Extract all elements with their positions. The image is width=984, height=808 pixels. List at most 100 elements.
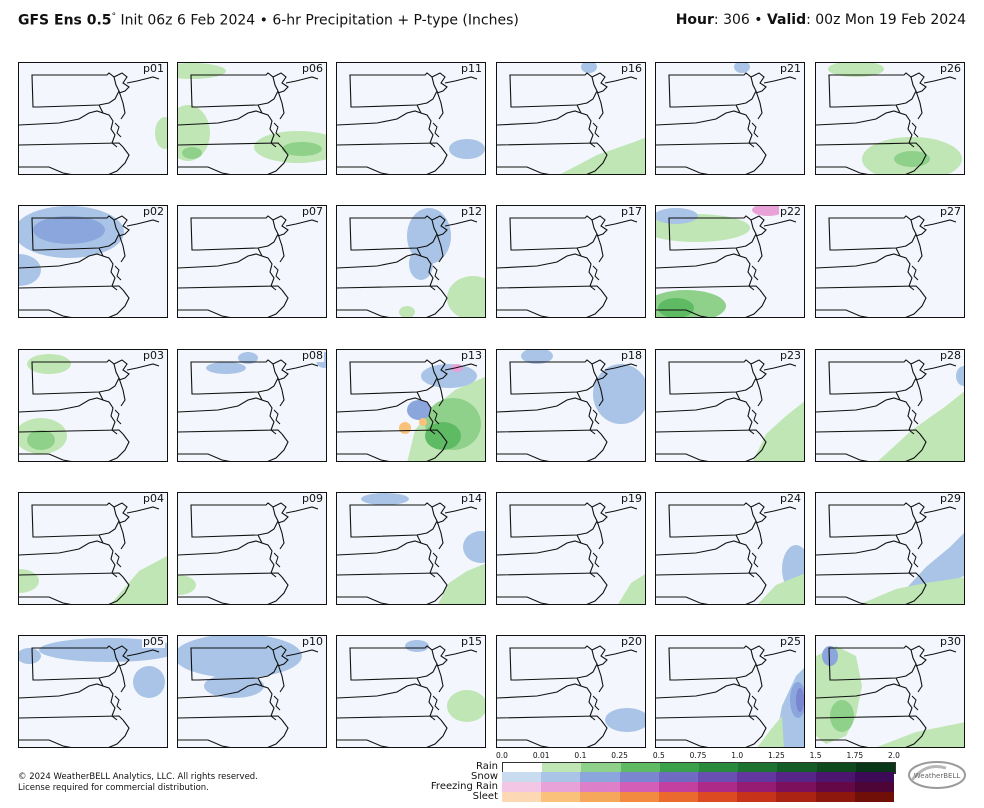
precip-map xyxy=(337,493,485,604)
valid-label: Valid xyxy=(766,12,807,28)
legend-swatch xyxy=(658,782,699,792)
member-label: p25 xyxy=(779,635,802,648)
member-label: p09 xyxy=(301,492,324,505)
ensemble-member-panel: p06 xyxy=(177,62,327,175)
precip-map xyxy=(816,215,957,317)
legend-swatch xyxy=(580,792,620,802)
legend-swatch xyxy=(854,782,895,792)
model-name: GFS Ens 0.5 xyxy=(18,12,112,29)
legend-swatch xyxy=(737,782,777,792)
precip-map xyxy=(816,502,964,604)
legend-swatch xyxy=(580,782,620,792)
precip-map xyxy=(337,640,485,747)
ensemble-member-panel: p05 xyxy=(18,635,168,748)
member-label: p07 xyxy=(301,205,324,218)
member-label: p14 xyxy=(460,492,483,505)
ensemble-member-panel: p25 xyxy=(655,635,805,748)
member-label: p16 xyxy=(620,62,643,75)
legend-swatch xyxy=(619,782,659,792)
member-label: p01 xyxy=(142,62,165,75)
member-label: p12 xyxy=(460,205,483,218)
member-label: p30 xyxy=(939,635,962,648)
legend-row-label: Rain xyxy=(476,761,498,772)
member-label: p21 xyxy=(779,62,802,75)
legend-swatch xyxy=(854,792,895,802)
legend-tick: 1.0 xyxy=(731,751,744,760)
ensemble-member-panel: p20 xyxy=(496,635,646,748)
precip-map xyxy=(19,72,167,174)
member-label: p03 xyxy=(142,349,165,362)
legend-tick: 0.1 xyxy=(574,751,587,760)
legend-tick: 0.25 xyxy=(611,751,628,760)
legend-swatch xyxy=(698,772,738,782)
legend-swatch xyxy=(620,763,660,773)
valid-value: : 00z Mon 19 Feb 2024 xyxy=(806,12,966,28)
precip-map xyxy=(337,359,485,461)
legend-swatch xyxy=(855,763,896,773)
legend-swatch xyxy=(776,792,816,802)
legend-tick: 2.0 xyxy=(888,751,900,760)
ensemble-member-panel: p19 xyxy=(496,492,646,605)
precip-map xyxy=(178,215,319,317)
legend-swatch xyxy=(737,792,777,802)
legend-swatch xyxy=(738,763,778,773)
member-label: p04 xyxy=(142,492,165,505)
title: GFS Ens 0.5° Init 06z 6 Feb 2024 • 6-hr … xyxy=(18,12,519,29)
legend-row: Snow xyxy=(440,772,900,782)
member-label: p29 xyxy=(939,492,962,505)
member-label: p26 xyxy=(939,62,962,75)
legend-row-label: Snow xyxy=(471,771,498,782)
legend-row: Sleet xyxy=(440,792,900,802)
legend-swatch xyxy=(502,782,542,792)
precip-map xyxy=(19,502,167,604)
legend-swatch xyxy=(737,772,777,782)
precip-map xyxy=(656,63,797,174)
legend-swatch xyxy=(541,772,581,782)
precip-map xyxy=(178,636,319,747)
legend-swatch xyxy=(502,792,542,802)
precip-map xyxy=(178,63,326,174)
init-text: Init 06z 6 Feb 2024 • 6-hr Precipitation… xyxy=(116,12,519,29)
legend-swatch xyxy=(581,763,621,773)
legend-tick: 0.5 xyxy=(652,751,665,760)
member-label: p22 xyxy=(779,205,802,218)
ensemble-member-panel: p02 xyxy=(18,205,168,318)
precip-map xyxy=(816,359,964,461)
ptype-legend: 0.0 0.01 0.1 0.25 0.5 0.75 1.0 1.25 1.5 1.75 2.0 R… xyxy=(431,748,910,804)
legend-swatch xyxy=(698,792,738,802)
header: GFS Ens 0.5° Init 06z 6 Feb 2024 • 6-hr … xyxy=(18,10,966,32)
ensemble-member-panel: p16 xyxy=(496,62,646,175)
ensemble-member-panel: p10 xyxy=(177,635,327,748)
ensemble-member-panel: p03 xyxy=(18,349,168,462)
legend-swatch xyxy=(815,792,855,802)
legend-swatch xyxy=(580,772,620,782)
degree-symbol: ° xyxy=(111,12,117,22)
precip-map xyxy=(19,206,160,317)
ensemble-member-panel: p08 xyxy=(177,349,327,462)
member-label: p24 xyxy=(779,492,802,505)
precip-map xyxy=(656,359,804,461)
legend-swatch xyxy=(816,763,856,773)
ensemble-member-panel: p22 xyxy=(655,205,805,318)
ensemble-member-panel: p28 xyxy=(815,349,965,462)
precip-map xyxy=(178,352,326,461)
legend-swatch xyxy=(777,763,817,773)
legend-swatch xyxy=(541,792,581,802)
ensemble-member-panel: p15 xyxy=(336,635,486,748)
legend-row: Rain xyxy=(440,761,900,774)
legend-row-label: Sleet xyxy=(472,791,498,802)
legend-swatch xyxy=(815,782,855,792)
legend-swatch xyxy=(854,772,895,782)
legend-tick: 1.5 xyxy=(809,751,822,760)
legend-tick: 1.75 xyxy=(846,751,864,760)
legend-color-bar xyxy=(502,792,895,802)
weatherbell-logo: WeatherBELL xyxy=(906,758,968,792)
ensemble-member-panel: p30 xyxy=(815,635,965,748)
legend-tick: 0.75 xyxy=(689,751,707,760)
member-label: p08 xyxy=(301,349,324,362)
member-label: p10 xyxy=(301,635,324,648)
ensemble-member-panel: p01 xyxy=(18,62,168,175)
legend-swatch xyxy=(542,763,582,773)
legend-row-label: Freezing Rain xyxy=(430,781,498,792)
legend-tick: 1.25 xyxy=(768,751,785,760)
